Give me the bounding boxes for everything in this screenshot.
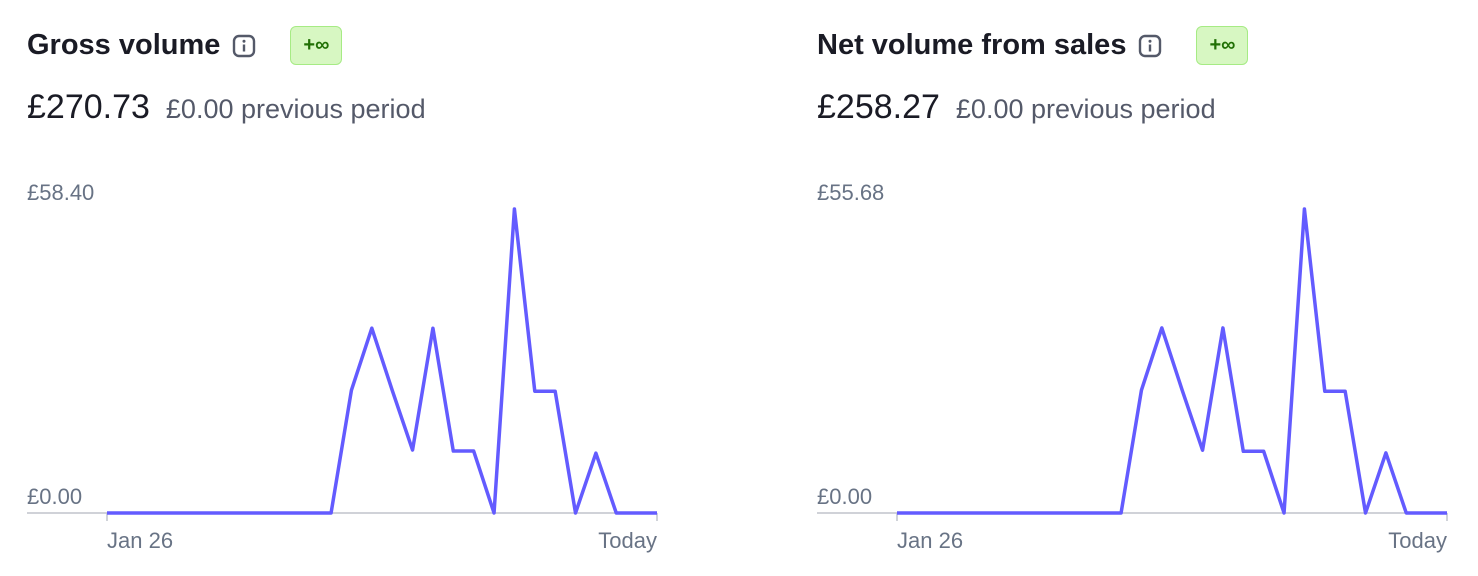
info-icon[interactable] — [232, 34, 256, 58]
y-tick-label: £0.00 — [27, 484, 82, 509]
chart-title: Gross volume — [27, 29, 221, 61]
amounts: £258.27 £0.00 previous period — [817, 88, 1216, 127]
x-tick-label: Today — [598, 528, 657, 553]
info-icon[interactable] — [1138, 34, 1162, 58]
comparison: £0.00 previous period — [955, 94, 1216, 124]
volume-line — [107, 207, 657, 515]
x-tick-label: Jan 26 — [107, 528, 173, 553]
total-amount: £270.73 — [27, 88, 150, 126]
total-amount: £258.27 — [817, 88, 940, 126]
amounts: £270.73 £0.00 previous period — [27, 88, 426, 127]
x-tick-label: Today — [1388, 528, 1447, 553]
y-tick-label: £55.68 — [817, 180, 884, 205]
y-tick-label: £58.40 — [27, 180, 94, 205]
chart-title: Net volume from sales — [817, 29, 1127, 61]
y-tick-label: £0.00 — [817, 484, 872, 509]
change-badge: +∞ — [290, 26, 343, 65]
panel-header: Net volume from sales +∞ — [817, 26, 1249, 65]
change-badge: +∞ — [1196, 26, 1249, 65]
panel-header: Gross volume +∞ — [27, 26, 343, 65]
x-tick-label: Jan 26 — [897, 528, 963, 553]
comparison: £0.00 previous period — [165, 94, 426, 124]
volume-line — [897, 207, 1447, 515]
